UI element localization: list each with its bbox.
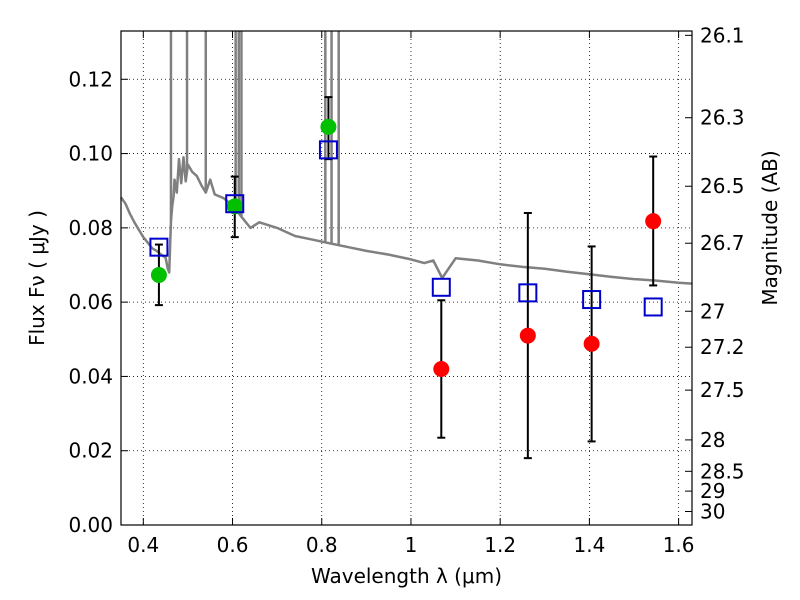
model-photometry-square <box>518 283 538 303</box>
model-spectrum <box>119 31 693 285</box>
data-point <box>645 213 662 230</box>
model-photometry-square <box>318 140 338 160</box>
x-tick-label: 1.6 <box>663 533 695 557</box>
y2-axis-label: Magnitude (AB) <box>758 150 782 305</box>
y2-tick-label: 26.1 <box>700 23 745 47</box>
y-axis-label: Flux Fν ( μJy ) <box>25 210 49 346</box>
y-tick-label: 0.06 <box>68 290 113 314</box>
x-tick-label: 1.2 <box>484 533 516 557</box>
y-tick-label: 0.00 <box>68 513 113 537</box>
data-point <box>519 327 536 344</box>
y2-tick-label: 28.5 <box>700 459 745 483</box>
y2-tick-label: 29 <box>700 479 725 503</box>
y2-tick-label: 26.7 <box>700 231 745 255</box>
data-point <box>226 198 243 215</box>
y-tick-label: 0.08 <box>68 216 113 240</box>
y-tick-label: 0.02 <box>68 439 113 463</box>
data-point <box>583 335 600 352</box>
error-bars <box>154 96 658 460</box>
y2-tick-label: 26.5 <box>700 174 745 198</box>
data-point <box>320 118 337 135</box>
x-tick-label: 1 <box>405 533 418 557</box>
y2-tick-label: 26.3 <box>700 106 745 130</box>
y-tick-label: 0.12 <box>68 67 113 91</box>
y2-tick-label: 27.2 <box>700 335 745 359</box>
x-tick-label: 0.6 <box>217 533 249 557</box>
data-point <box>433 361 450 377</box>
x-axis-ticks: 0.4 0.6 0.8 1 1.2 1.4 1.6 <box>127 31 695 557</box>
y-tick-label: 0.04 <box>68 364 113 388</box>
model-photometry-square <box>431 277 451 297</box>
x-tick-label: 0.8 <box>306 533 338 557</box>
y-tick-label: 0.10 <box>68 142 113 166</box>
model-photometry-square <box>149 237 169 257</box>
data-point <box>150 267 167 284</box>
x-tick-label: 0.4 <box>127 533 159 557</box>
x-axis-label: Wavelength λ (μm) <box>311 564 502 588</box>
y2-tick-label: 28 <box>700 428 725 452</box>
y2-tick-label: 27 <box>700 299 725 323</box>
plot-frame <box>120 30 693 526</box>
model-photometry-square <box>225 194 245 214</box>
model-photometry-square <box>582 290 602 310</box>
y-axis-ticks: 0.00 0.02 0.04 0.06 0.08 0.10 0.12 <box>68 67 128 537</box>
data-markers <box>149 118 663 377</box>
y2-tick-label: 30 <box>700 500 725 524</box>
x-tick-label: 1.4 <box>573 533 605 557</box>
model-photometry-square <box>643 297 663 317</box>
y2-tick-label: 27.5 <box>700 378 745 402</box>
